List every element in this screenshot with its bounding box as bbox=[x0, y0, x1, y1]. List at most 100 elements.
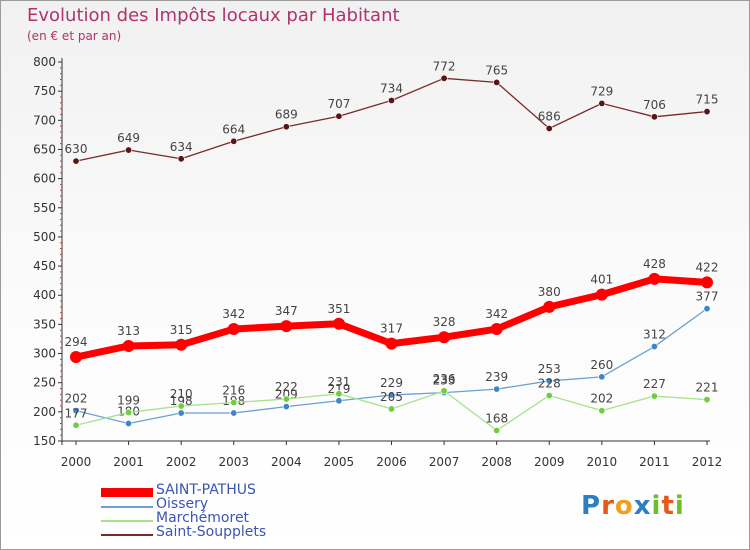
data-point-oissery bbox=[545, 377, 553, 385]
data-label-march-moret: 228 bbox=[538, 377, 561, 391]
data-label-march-moret: 205 bbox=[380, 390, 403, 404]
data-label-march-moret: 202 bbox=[590, 392, 613, 406]
data-point-march-moret bbox=[545, 392, 553, 400]
data-point-march-moret bbox=[335, 390, 343, 398]
data-point-march-moret bbox=[282, 395, 290, 403]
data-label-march-moret: 231 bbox=[327, 375, 350, 389]
data-label-saint-soupplets: 686 bbox=[538, 109, 561, 123]
data-point-march-moret bbox=[703, 396, 711, 404]
y-tick-label: 450 bbox=[33, 259, 56, 273]
data-point-march-moret bbox=[440, 387, 448, 395]
data-point-oissery bbox=[177, 409, 185, 417]
x-tick-label: 2004 bbox=[271, 455, 302, 469]
data-label-saint-soupplets: 729 bbox=[590, 84, 613, 98]
data-label-saint-soupplets: 689 bbox=[275, 108, 298, 122]
data-label-march-moret: 221 bbox=[696, 381, 719, 395]
x-tick-label: 2012 bbox=[692, 455, 723, 469]
legend-label-saint-pathus: SAINT-PATHUS bbox=[156, 482, 256, 498]
legend-swatch-saint-pathus bbox=[101, 488, 153, 497]
y-tick-label: 400 bbox=[33, 288, 56, 302]
data-point-oissery bbox=[650, 343, 658, 351]
data-point-saint-soupplets bbox=[125, 146, 133, 154]
data-point-march-moret bbox=[493, 427, 501, 435]
data-label-saint-soupplets: 630 bbox=[65, 142, 88, 156]
data-point-oissery bbox=[598, 373, 606, 381]
data-point-saint-soupplets bbox=[650, 113, 658, 121]
y-tick-label: 150 bbox=[33, 434, 56, 448]
data-label-saint-soupplets: 634 bbox=[170, 140, 193, 154]
data-label-saint-soupplets: 765 bbox=[485, 63, 508, 77]
data-point-saint-pathus bbox=[280, 320, 293, 333]
data-label-saint-pathus: 347 bbox=[275, 304, 298, 318]
x-tick-label: 2002 bbox=[166, 455, 197, 469]
data-point-saint-soupplets bbox=[387, 96, 395, 104]
data-point-saint-pathus bbox=[595, 288, 608, 301]
y-tick-label: 600 bbox=[33, 172, 56, 186]
data-label-saint-pathus: 342 bbox=[485, 307, 508, 321]
data-point-oissery bbox=[387, 391, 395, 399]
data-label-saint-soupplets: 772 bbox=[433, 59, 456, 73]
data-label-march-moret: 216 bbox=[222, 384, 245, 398]
y-tick-label: 550 bbox=[33, 201, 56, 215]
data-point-saint-soupplets bbox=[493, 78, 501, 86]
data-label-oissery: 219 bbox=[327, 382, 350, 396]
data-label-oissery: 312 bbox=[643, 328, 666, 342]
data-label-march-moret: 236 bbox=[433, 372, 456, 386]
legend-swatch-saint-soupplets bbox=[101, 534, 153, 536]
data-label-saint-pathus: 342 bbox=[222, 307, 245, 321]
chart-subtitle: (en € et par an) bbox=[27, 29, 122, 43]
data-point-saint-pathus bbox=[70, 351, 82, 364]
data-label-oissery: 202 bbox=[65, 392, 88, 406]
data-point-oissery bbox=[125, 420, 133, 428]
data-label-saint-pathus: 428 bbox=[643, 257, 666, 271]
y-tick-label: 500 bbox=[33, 230, 56, 244]
data-point-saint-soupplets bbox=[72, 157, 80, 165]
data-label-saint-soupplets: 734 bbox=[380, 81, 403, 95]
x-tick-label: 2003 bbox=[218, 455, 249, 469]
data-label-oissery: 198 bbox=[170, 394, 193, 408]
data-label-oissery: 253 bbox=[538, 362, 561, 376]
x-tick-label: 2000 bbox=[61, 455, 92, 469]
x-tick-label: 2007 bbox=[429, 455, 460, 469]
data-label-oissery: 239 bbox=[485, 370, 508, 384]
data-label-march-moret: 168 bbox=[485, 412, 508, 426]
data-label-march-moret: 210 bbox=[170, 387, 193, 401]
legend-label-oissery: Oissery bbox=[156, 496, 209, 512]
data-point-saint-pathus bbox=[490, 323, 503, 336]
data-label-saint-pathus: 422 bbox=[696, 260, 719, 274]
data-label-oissery: 377 bbox=[696, 290, 719, 304]
x-tick-label: 2006 bbox=[376, 455, 407, 469]
data-label-march-moret: 199 bbox=[117, 393, 140, 407]
data-point-saint-soupplets bbox=[598, 99, 606, 107]
data-label-saint-pathus: 380 bbox=[538, 285, 561, 299]
data-point-saint-soupplets bbox=[282, 123, 290, 131]
data-label-saint-soupplets: 706 bbox=[643, 98, 666, 112]
x-tick-label: 2005 bbox=[324, 455, 355, 469]
y-tick-label: 350 bbox=[33, 317, 56, 331]
x-tick-label: 2008 bbox=[481, 455, 512, 469]
data-label-saint-pathus: 313 bbox=[117, 324, 140, 338]
data-point-march-moret bbox=[387, 405, 395, 413]
y-tick-label: 700 bbox=[33, 113, 56, 127]
data-point-oissery bbox=[72, 407, 80, 415]
data-point-saint-soupplets bbox=[703, 108, 711, 116]
data-label-saint-soupplets: 715 bbox=[696, 93, 719, 107]
data-point-saint-soupplets bbox=[545, 124, 553, 132]
x-tick-label: 2009 bbox=[534, 455, 565, 469]
data-label-oissery: 229 bbox=[380, 376, 403, 390]
data-point-saint-pathus bbox=[385, 337, 398, 350]
data-label-saint-pathus: 294 bbox=[65, 335, 88, 349]
y-tick-label: 800 bbox=[33, 55, 56, 69]
legend-swatch-marchemoret bbox=[101, 520, 153, 522]
data-label-oissery: 233 bbox=[433, 374, 456, 388]
data-point-march-moret bbox=[650, 392, 658, 400]
data-point-saint-soupplets bbox=[230, 137, 238, 145]
data-point-oissery bbox=[493, 385, 501, 393]
data-label-march-moret: 177 bbox=[65, 406, 88, 420]
y-tick-label: 750 bbox=[33, 84, 56, 98]
data-point-saint-soupplets bbox=[177, 155, 185, 163]
data-point-march-moret bbox=[125, 408, 133, 416]
data-point-march-moret bbox=[598, 407, 606, 415]
